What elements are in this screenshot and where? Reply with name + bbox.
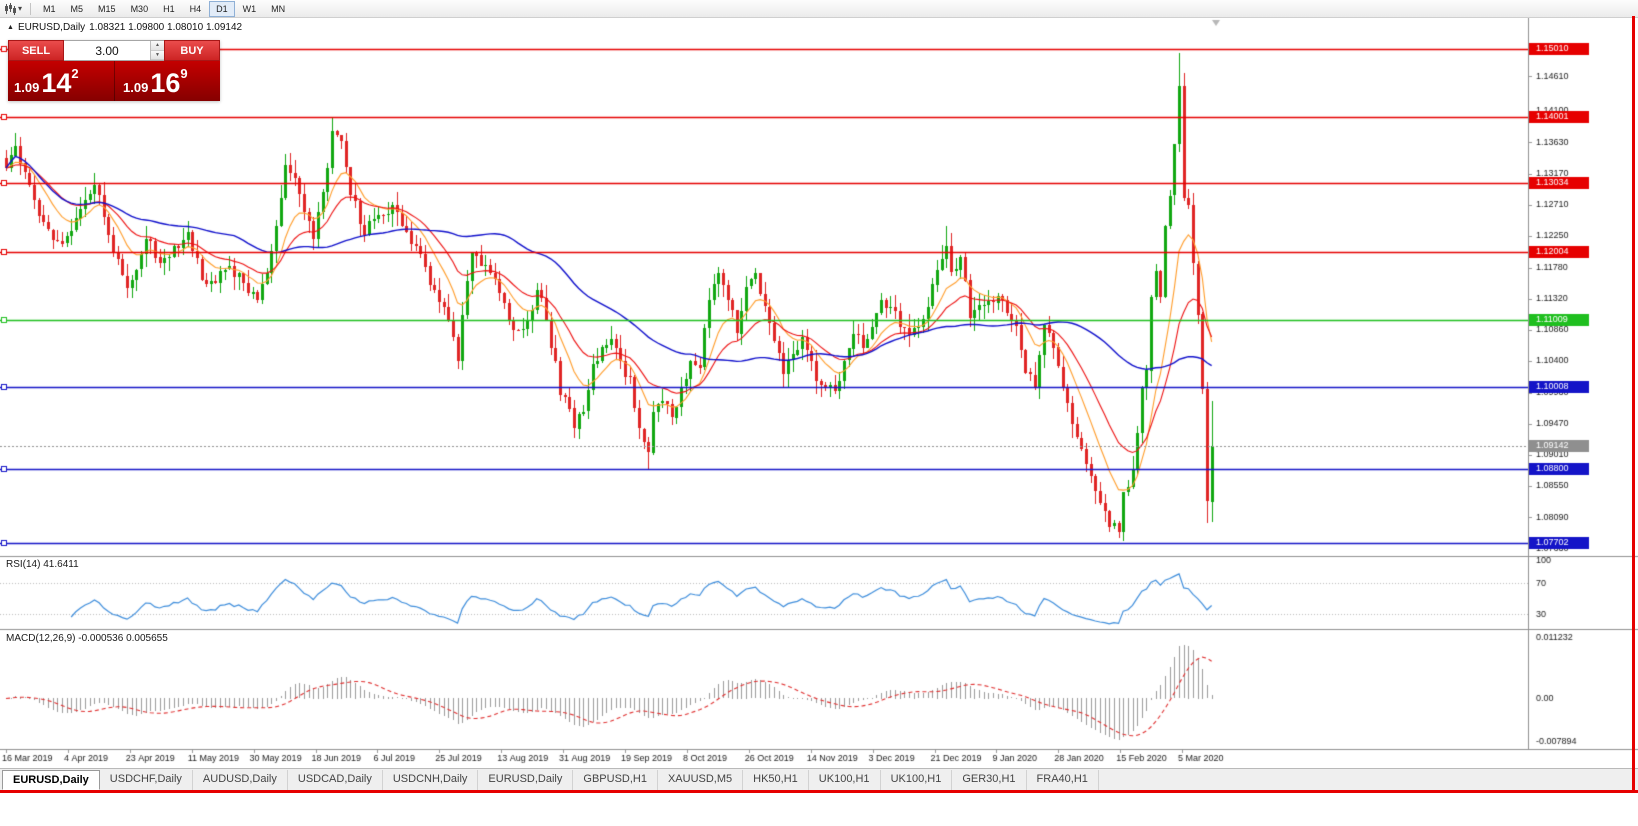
volume-decrease-button[interactable]: ▼ bbox=[151, 50, 164, 60]
chart-tab-1-usdchf-daily[interactable]: USDCHF,Daily bbox=[100, 770, 193, 790]
chart-tab-6-gbpusd-h1[interactable]: GBPUSD,H1 bbox=[573, 770, 658, 790]
sell-button[interactable]: SELL bbox=[8, 40, 64, 61]
chart-tab-12-fra40-h1[interactable]: FRA40,H1 bbox=[1027, 770, 1099, 790]
chart-tab-11-ger30-h1[interactable]: GER30,H1 bbox=[952, 770, 1027, 790]
timeframe-button-m5[interactable]: M5 bbox=[70, 3, 84, 14]
one-click-trading-panel: SELL ▲ ▼ BUY 1.09 14 2 1.09 16 9 bbox=[8, 40, 220, 101]
chart-symbol-label: EURUSD,Daily bbox=[17, 22, 86, 33]
chart-tab-9-uk100-h1[interactable]: UK100,H1 bbox=[809, 770, 881, 790]
chart-tab-8-hk50-h1[interactable]: HK50,H1 bbox=[743, 770, 809, 790]
timeframe-button-d1[interactable]: D1 bbox=[209, 0, 235, 17]
buy-price-main: 16 bbox=[150, 68, 181, 98]
chart-tab-4-usdcnh-daily[interactable]: USDCNH,Daily bbox=[383, 770, 479, 790]
timeframe-button-m30[interactable]: M30 bbox=[130, 3, 149, 14]
chart-tab-2-audusd-daily[interactable]: AUDUSD,Daily bbox=[193, 770, 288, 790]
timeframe-button-w1[interactable]: W1 bbox=[242, 3, 257, 14]
toolbar-separator bbox=[30, 2, 32, 15]
timeframe-button-mn[interactable]: MN bbox=[271, 3, 286, 14]
window-border-bottom bbox=[0, 790, 1638, 793]
chart-tab-0-eurusd-daily[interactable]: EURUSD,Daily bbox=[2, 770, 100, 790]
timeframe-button-group: M1 M5 M15 M30 H1 H4 D1 W1 MN bbox=[36, 0, 292, 17]
volume-input[interactable] bbox=[64, 41, 150, 60]
buy-price-prefix: 1.09 bbox=[123, 80, 149, 95]
chart-tab-bar: EURUSD,Daily USDCHF,Daily AUDUSD,Daily USDC… bbox=[0, 768, 1638, 790]
buy-button[interactable]: BUY bbox=[164, 40, 220, 61]
volume-increase-button[interactable]: ▲ bbox=[151, 41, 164, 51]
symbol-direction-icon: ▲ bbox=[7, 23, 14, 31]
sell-price-main: 14 bbox=[41, 68, 72, 98]
timeframe-button-m1[interactable]: M1 bbox=[43, 3, 56, 14]
chart-candles-icon[interactable] bbox=[4, 2, 18, 15]
rsi-indicator-label: RSI(14) 41.6411 bbox=[6, 559, 79, 570]
bid-ask-display[interactable]: 1.09 14 2 1.09 16 9 bbox=[8, 61, 220, 101]
timeframe-button-m15[interactable]: M15 bbox=[98, 3, 116, 14]
sell-price[interactable]: 1.09 14 2 bbox=[8, 61, 114, 101]
volume-spinner: ▲ ▼ bbox=[64, 40, 164, 61]
chart-title: ▲ EURUSD,Daily 1.08321 1.09800 1.08010 1… bbox=[7, 22, 242, 33]
chart-type-dropdown-icon[interactable]: ▾ bbox=[18, 4, 23, 13]
timeframe-toolbar: ▾ M1 M5 M15 M30 H1 H4 D1 W1 MN bbox=[0, 0, 1638, 18]
volume-spinner-buttons: ▲ ▼ bbox=[150, 41, 164, 60]
status-strip bbox=[0, 793, 1638, 826]
macd-indicator-label: MACD(12,26,9) -0.000536 0.005655 bbox=[6, 633, 168, 644]
chart-tab-3-usdcad-daily[interactable]: USDCAD,Daily bbox=[288, 770, 383, 790]
chart-tab-7-xauusd-m5[interactable]: XAUUSD,M5 bbox=[658, 770, 744, 790]
chart-tab-10-uk100-h1[interactable]: UK100,H1 bbox=[881, 770, 953, 790]
sell-price-prefix: 1.09 bbox=[14, 80, 40, 95]
chart-ohlc-values: 1.08321 1.09800 1.08010 1.09142 bbox=[89, 22, 243, 33]
buy-price[interactable]: 1.09 16 9 bbox=[114, 61, 220, 101]
timeframe-button-h4[interactable]: H4 bbox=[189, 3, 202, 14]
sell-price-pipette: 2 bbox=[71, 66, 79, 81]
timeframe-button-h1[interactable]: H1 bbox=[163, 3, 175, 14]
chart-tab-5-eurusd-daily[interactable]: EURUSD,Daily bbox=[478, 770, 574, 790]
price-chart-canvas[interactable] bbox=[0, 18, 1638, 768]
buy-price-pipette: 9 bbox=[180, 66, 188, 81]
window-border-right bbox=[1632, 16, 1635, 793]
